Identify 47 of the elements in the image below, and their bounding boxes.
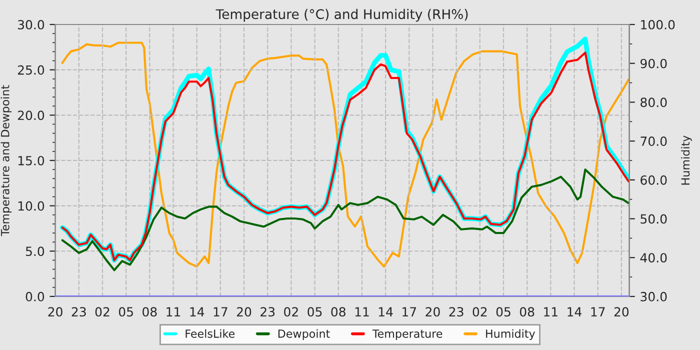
- y-tick-label: 5.0: [26, 246, 44, 256]
- x-tick-label: 02: [95, 307, 110, 317]
- x-tick-label: 14: [190, 307, 204, 316]
- x-tick-label: 08: [520, 307, 534, 317]
- y2-tick-label: 40.0: [640, 253, 667, 263]
- x-tick-label: 17: [591, 307, 605, 316]
- legend-label: Humidity: [486, 329, 536, 340]
- x-tick-label: 20: [48, 307, 62, 317]
- y-tick-label: 15.0: [18, 156, 44, 166]
- y2-axis-title: Humidity: [681, 136, 692, 185]
- legend-label: FeelsLike: [186, 329, 235, 338]
- x-tick-label: 14: [378, 307, 393, 316]
- x-tick-label: 17: [402, 307, 416, 316]
- y-axis-title: Temperature and Dewpoint: [0, 85, 12, 236]
- x-tick-label: 08: [142, 307, 157, 317]
- x-tick-label: 02: [284, 307, 298, 317]
- x-tick-label: 05: [118, 307, 133, 317]
- y-tick-label: 30.0: [18, 20, 44, 30]
- y2-tick-label: 80.0: [640, 98, 667, 108]
- x-tick-label: 02: [472, 307, 487, 317]
- x-tick-label: 11: [166, 307, 180, 316]
- x-tick-label: 20: [614, 307, 629, 317]
- x-tick-label: 23: [72, 307, 86, 317]
- x-tick-label: 11: [544, 307, 558, 316]
- x-tick-label: 17: [214, 307, 228, 316]
- x-tick-label: 20: [426, 307, 440, 317]
- x-tick-label: 08: [331, 307, 346, 317]
- y2-tick-label: 30.0: [640, 292, 667, 302]
- x-tick-label: 14: [568, 307, 582, 316]
- x-tick-label: 20: [236, 307, 252, 317]
- x-tick-label: 11: [355, 307, 369, 316]
- y2-tick-label: 70.0: [640, 136, 667, 146]
- y2-tick-label: 90.0: [640, 58, 667, 68]
- x-tick-label: 23: [260, 307, 275, 317]
- y2-tick-label: 50.0: [640, 214, 667, 224]
- chart-title: Temperature (°C) and Humidity (RH%): [216, 8, 468, 22]
- x-tick-label: 23: [449, 307, 464, 317]
- y-tick-label: 0.0: [26, 292, 44, 302]
- y2-tick-label: 100.0: [641, 20, 675, 30]
- x-tick-label: 05: [496, 307, 510, 317]
- y-tick-label: 10.0: [18, 201, 44, 211]
- legend-label: Dewpoint: [278, 329, 330, 340]
- y-tick-label: 25.0: [18, 65, 44, 75]
- y-tick-label: 20.0: [18, 110, 44, 120]
- x-tick-label: 05: [308, 307, 322, 317]
- legend-label: Temperature: [372, 330, 442, 340]
- y2-tick-label: 60.0: [640, 175, 667, 185]
